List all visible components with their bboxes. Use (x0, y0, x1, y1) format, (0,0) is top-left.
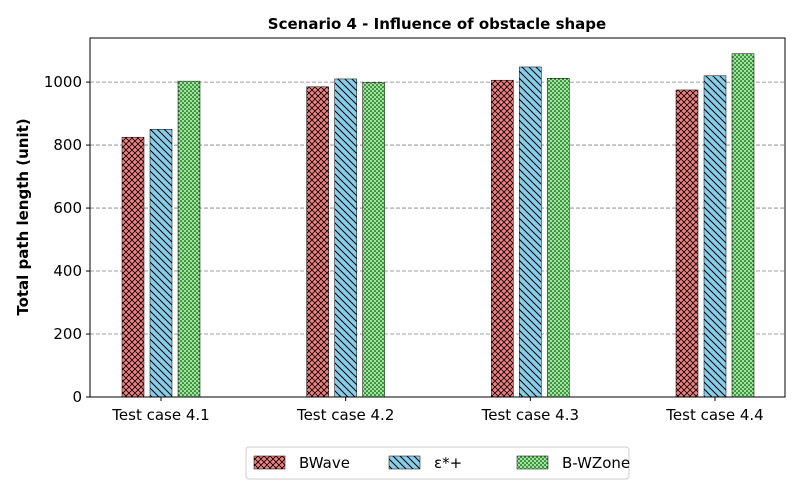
legend-label: ε*+ (434, 454, 462, 472)
gridlines (90, 81, 785, 335)
bar-dots (177, 80, 201, 398)
legend-frame (245, 446, 630, 480)
y-tick-label: 0 (72, 388, 82, 406)
y-axis-label: Total path length (unit) (14, 118, 32, 315)
y-tick-label: 1000 (44, 73, 82, 91)
x-tick-label: Test case 4.3 (481, 406, 579, 424)
legend-label: B-WZone (562, 454, 630, 472)
bar-dots (547, 78, 570, 398)
legend-swatch-crosshatch (253, 455, 286, 470)
y-ticks: 0 200 400 600 800 1000 (44, 73, 90, 406)
bar-crosshatch (121, 136, 145, 398)
bar-backslash (519, 66, 542, 398)
x-tick-label: Test case 4.1 (111, 406, 209, 424)
x-ticks: Test case 4.1 Test case 4.2 Test case 4.3 T… (111, 397, 764, 424)
x-tick-label: Test case 4.2 (296, 406, 394, 424)
legend-swatch-backslash (388, 455, 421, 470)
y-tick-label: 400 (53, 262, 82, 280)
bar-dots (362, 82, 385, 398)
bar-backslash (703, 75, 727, 398)
legend-swatch-dots (516, 455, 549, 470)
bar-dots (731, 53, 755, 398)
legend: BWave ε*+ B-WZone (245, 446, 630, 480)
y-tick-label: 600 (53, 199, 82, 217)
bar-backslash (334, 78, 357, 398)
bar-crosshatch (675, 89, 699, 398)
bar-crosshatch (306, 86, 329, 398)
y-tick-label: 800 (53, 136, 82, 154)
chart-title: Scenario 4 - Influence of obstacle shape (268, 15, 606, 33)
bars (121, 53, 755, 398)
bar-crosshatch (491, 79, 514, 398)
bar-backslash (149, 129, 173, 398)
x-tick-label: Test case 4.4 (665, 406, 763, 424)
y-tick-label: 200 (53, 325, 82, 343)
plot-frame (89, 37, 786, 398)
legend-label: BWave (299, 454, 350, 472)
axes (89, 37, 786, 398)
